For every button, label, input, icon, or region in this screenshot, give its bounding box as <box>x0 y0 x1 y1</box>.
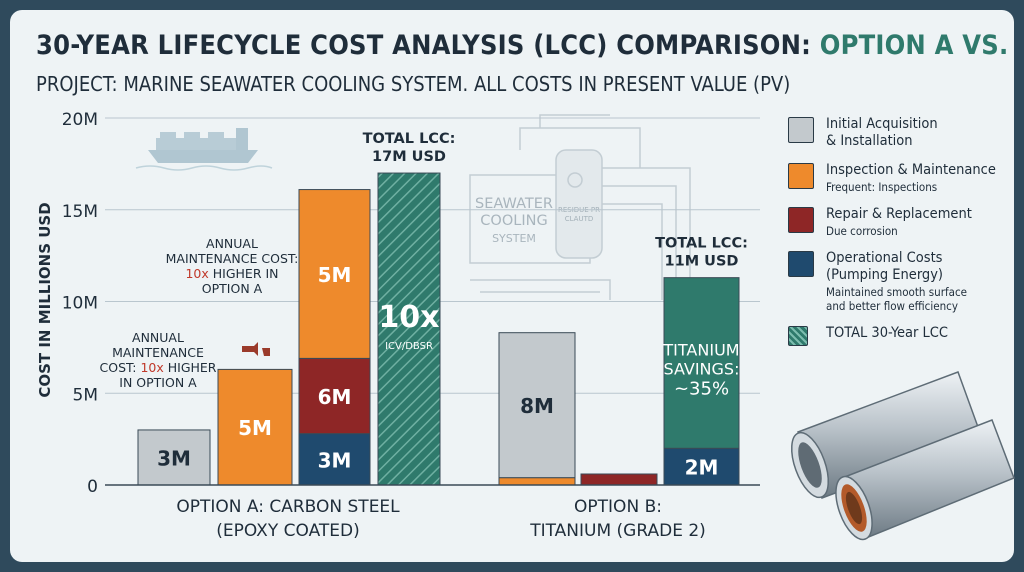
pipe-icon <box>242 342 270 356</box>
bar-value-label: 3M <box>318 448 352 472</box>
bar-segment <box>663 277 740 449</box>
annotation: ANNUAL MAINTENANCE COST: 10x HIGHER IN OPTI… <box>100 330 217 390</box>
y-tick-label: 0 <box>87 477 98 497</box>
bar-segment <box>217 368 293 486</box>
bar-value-label: 2M <box>685 456 719 480</box>
page-subtitle: PROJECT: MARINE SEAWATER COOLING SYSTEM.… <box>36 72 791 96</box>
legend-note: Maintained smooth surface and better flo… <box>826 285 968 313</box>
y-tick-label: 20M <box>62 110 98 130</box>
legend-label: Repair & Replacement <box>826 206 972 222</box>
annotation: ANNUAL MAINTENANCE COST: 10x HIGHER IN OPTI… <box>166 236 299 296</box>
legend-item-inspection: Inspection & Maintenance Frequent: Inspec… <box>788 162 998 194</box>
bar-value-label: TITANIUM SAVINGS: ~35% <box>662 341 739 400</box>
legend-swatch <box>788 207 814 233</box>
legend-label: TOTAL 30-Year LCC <box>826 325 949 341</box>
group-label: OPTION A: CARBON STEEL (EPOXY COATED) <box>176 497 400 541</box>
bar-value-label: 8M <box>520 394 554 418</box>
bar-value-label: 3M <box>157 446 191 470</box>
bar-value-label: 6M <box>318 385 352 409</box>
group-label: OPTION B: TITANIUM (GRADE 2) <box>529 497 706 541</box>
legend-label: Inspection & Maintenance <box>826 162 996 178</box>
y-tick-labels: 0 5M 10M 15M 20M <box>62 110 98 497</box>
group-labels: OPTION A: CARBON STEEL (EPOXY COATED) OPTI… <box>176 497 705 541</box>
total-label: TOTAL LCC: 17M USD <box>363 131 456 165</box>
bar-value-label: 10x <box>378 300 439 335</box>
cooling-system-illustration <box>469 114 691 300</box>
y-tick-label: 10M <box>62 294 98 314</box>
legend-note: Due corrosion <box>826 224 898 238</box>
legend-item-repair: Repair & Replacement Due corrosion <box>788 206 998 238</box>
legend-note: Frequent: Inspections <box>826 180 938 194</box>
legend-item-total: TOTAL 30-Year LCC <box>788 325 998 346</box>
legend: Initial Acquisition & Installation Inspec… <box>788 116 998 354</box>
bar-segment <box>377 172 441 486</box>
bar-segment <box>137 429 211 486</box>
legend-swatch <box>788 251 814 277</box>
y-tick-label: 15M <box>62 202 98 222</box>
bar-value-label: 5M <box>238 416 272 440</box>
bar-sublabel: ICV/DBSR <box>385 341 433 352</box>
legend-swatch <box>788 163 814 189</box>
system-label: SEAWATER COOLING SYSTEM <box>475 196 553 245</box>
y-tick-label: 5M <box>73 385 98 405</box>
bar-segment <box>498 477 576 486</box>
title-main: 30-YEAR LIFECYCLE COST ANALYSIS (LCC) CO… <box>36 30 820 61</box>
legend-item-initial: Initial Acquisition & Installation <box>788 116 998 150</box>
pipe-illustration <box>790 371 1015 541</box>
title-accent: OPTION A VS. OPTION B <box>819 30 1014 61</box>
legend-label: Initial Acquisition & Installation <box>826 116 938 149</box>
y-axis-label: COST IN MILLIONS USD <box>36 202 54 397</box>
bar-value-label: 5M <box>318 263 352 287</box>
bar-segment <box>580 473 658 486</box>
legend-item-operational: Operational Costs (Pumping Energy) Mainta… <box>788 250 998 313</box>
bar-segment <box>298 189 371 359</box>
legend-swatch <box>788 326 808 346</box>
bar-segment <box>498 332 576 479</box>
ship-icon <box>135 128 273 171</box>
page-title: 30-YEAR LIFECYCLE COST ANALYSIS (LCC) CO… <box>36 30 1014 61</box>
bar-segment <box>298 433 371 486</box>
legend-label: Operational Costs (Pumping Energy) <box>826 250 944 283</box>
total-label: TOTAL LCC: 11M USD <box>655 236 748 270</box>
bars: 3M 5M 3M 6M 5M 10x ICV/DBSR TOTAL LCC: 17M USD 8M… <box>137 131 748 486</box>
annotations: ANNUAL MAINTENANCE COST: 10x HIGHER IN OPTI… <box>100 236 299 390</box>
bar-segment <box>298 357 371 435</box>
legend-swatch <box>788 117 814 143</box>
